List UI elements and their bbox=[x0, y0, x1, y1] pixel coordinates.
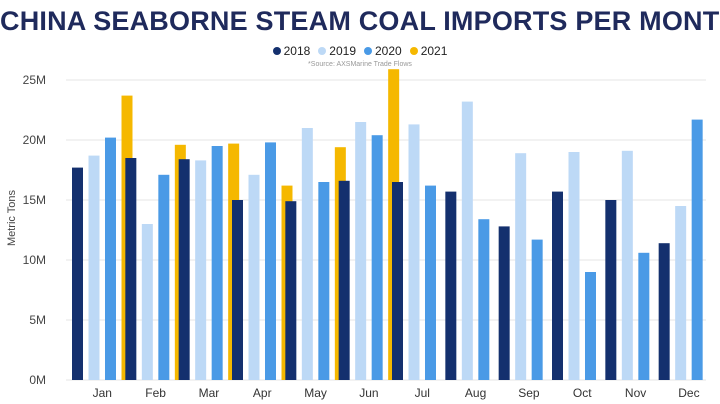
x-tick-label-Jan: Jan bbox=[93, 386, 112, 400]
bar-2020-Oct[interactable] bbox=[585, 272, 596, 380]
bar-2019-Jun[interactable] bbox=[355, 122, 367, 380]
bar-2018-Sep[interactable] bbox=[498, 226, 510, 380]
bar-2019-Jan[interactable] bbox=[88, 155, 100, 380]
bar-2018-Mar[interactable] bbox=[178, 159, 190, 380]
bar-2019-Oct[interactable] bbox=[568, 152, 580, 380]
bar-2019-Jul[interactable] bbox=[408, 124, 420, 381]
source-note: *Source: AXSMarine Trade Flows bbox=[308, 61, 412, 68]
x-tick-label-Sep: Sep bbox=[518, 386, 540, 400]
bar-2020-Jun[interactable] bbox=[371, 135, 383, 380]
bar-2019-Nov[interactable] bbox=[621, 150, 633, 380]
y-tick-label: 0M bbox=[29, 373, 46, 387]
bar-2020-Nov[interactable] bbox=[638, 252, 650, 380]
legend-label-2019: 2019 bbox=[329, 44, 356, 58]
x-tick-label-Nov: Nov bbox=[625, 386, 646, 400]
x-tick-label-Apr: Apr bbox=[253, 386, 272, 400]
x-tick-label-Feb: Feb bbox=[145, 386, 166, 400]
legend-item-2020[interactable]: 2020 bbox=[364, 44, 402, 58]
x-tick-label-Jul: Jul bbox=[415, 386, 430, 400]
legend-swatch-2021 bbox=[409, 47, 418, 55]
bar-2019-Feb[interactable] bbox=[141, 224, 153, 380]
bar-2019-Aug[interactable] bbox=[461, 101, 473, 380]
legend-label-2020: 2020 bbox=[375, 44, 402, 58]
legend-swatch-2018 bbox=[272, 47, 281, 55]
y-tick-label: 5M bbox=[29, 313, 46, 327]
y-tick-label: 20M bbox=[23, 133, 46, 147]
chart-title: CHINA SEABORNE STEAM COAL IMPORTS PER MO… bbox=[0, 6, 720, 36]
bar-2019-Dec[interactable] bbox=[675, 206, 687, 380]
bar-2018-Dec[interactable] bbox=[658, 243, 670, 380]
bar-2018-May[interactable] bbox=[285, 201, 297, 380]
bar-2020-Dec[interactable] bbox=[691, 119, 703, 380]
chart-legend: 2018 2019 2020 2021 bbox=[0, 44, 720, 58]
legend-item-2021[interactable]: 2021 bbox=[409, 44, 448, 58]
x-tick-label-Mar: Mar bbox=[199, 386, 220, 400]
x-tick-label-Jun: Jun bbox=[359, 386, 378, 400]
bar-2020-Apr[interactable] bbox=[265, 142, 276, 380]
bar-2018-Nov[interactable] bbox=[605, 200, 617, 380]
legend-label-2021: 2021 bbox=[420, 44, 448, 58]
legend-label-2018: 2018 bbox=[283, 44, 311, 58]
legend-item-2018[interactable]: 2018 bbox=[272, 44, 311, 58]
y-tick-label: 25M bbox=[23, 73, 46, 87]
bar-2018-Jul[interactable] bbox=[392, 182, 403, 380]
bar-2020-Jul[interactable] bbox=[425, 185, 436, 380]
bar-2018-Feb[interactable] bbox=[125, 158, 137, 380]
bar-2020-Aug[interactable] bbox=[478, 219, 490, 380]
bar-2020-Feb[interactable] bbox=[158, 174, 170, 380]
bar-2019-Apr[interactable] bbox=[248, 174, 260, 380]
bar-2018-Apr[interactable] bbox=[232, 200, 243, 380]
bar-2018-Jan[interactable] bbox=[72, 167, 83, 380]
x-tick-label-Oct: Oct bbox=[573, 386, 592, 400]
bar-2019-Mar[interactable] bbox=[195, 160, 207, 380]
bar-2020-Jan[interactable] bbox=[105, 137, 116, 380]
legend-swatch-2019 bbox=[318, 47, 327, 55]
legend-swatch-2020 bbox=[364, 47, 372, 55]
bar-2018-Oct[interactable] bbox=[552, 191, 563, 380]
y-tick-label: 10M bbox=[23, 253, 46, 267]
legend-item-2019[interactable]: 2019 bbox=[318, 44, 356, 58]
bar-2020-May[interactable] bbox=[318, 182, 330, 380]
bar-2018-Aug[interactable] bbox=[445, 191, 457, 380]
bar-2019-Sep[interactable] bbox=[515, 153, 527, 380]
bar-2018-Jun[interactable] bbox=[338, 180, 350, 380]
y-tick-label: 15M bbox=[23, 193, 46, 207]
x-tick-label-May: May bbox=[304, 386, 327, 400]
bar-2020-Mar[interactable] bbox=[211, 146, 223, 380]
bar-2019-May[interactable] bbox=[301, 128, 313, 380]
bar-2020-Sep[interactable] bbox=[531, 239, 543, 380]
x-tick-label-Aug: Aug bbox=[465, 386, 486, 400]
x-tick-label-Dec: Dec bbox=[678, 386, 699, 400]
